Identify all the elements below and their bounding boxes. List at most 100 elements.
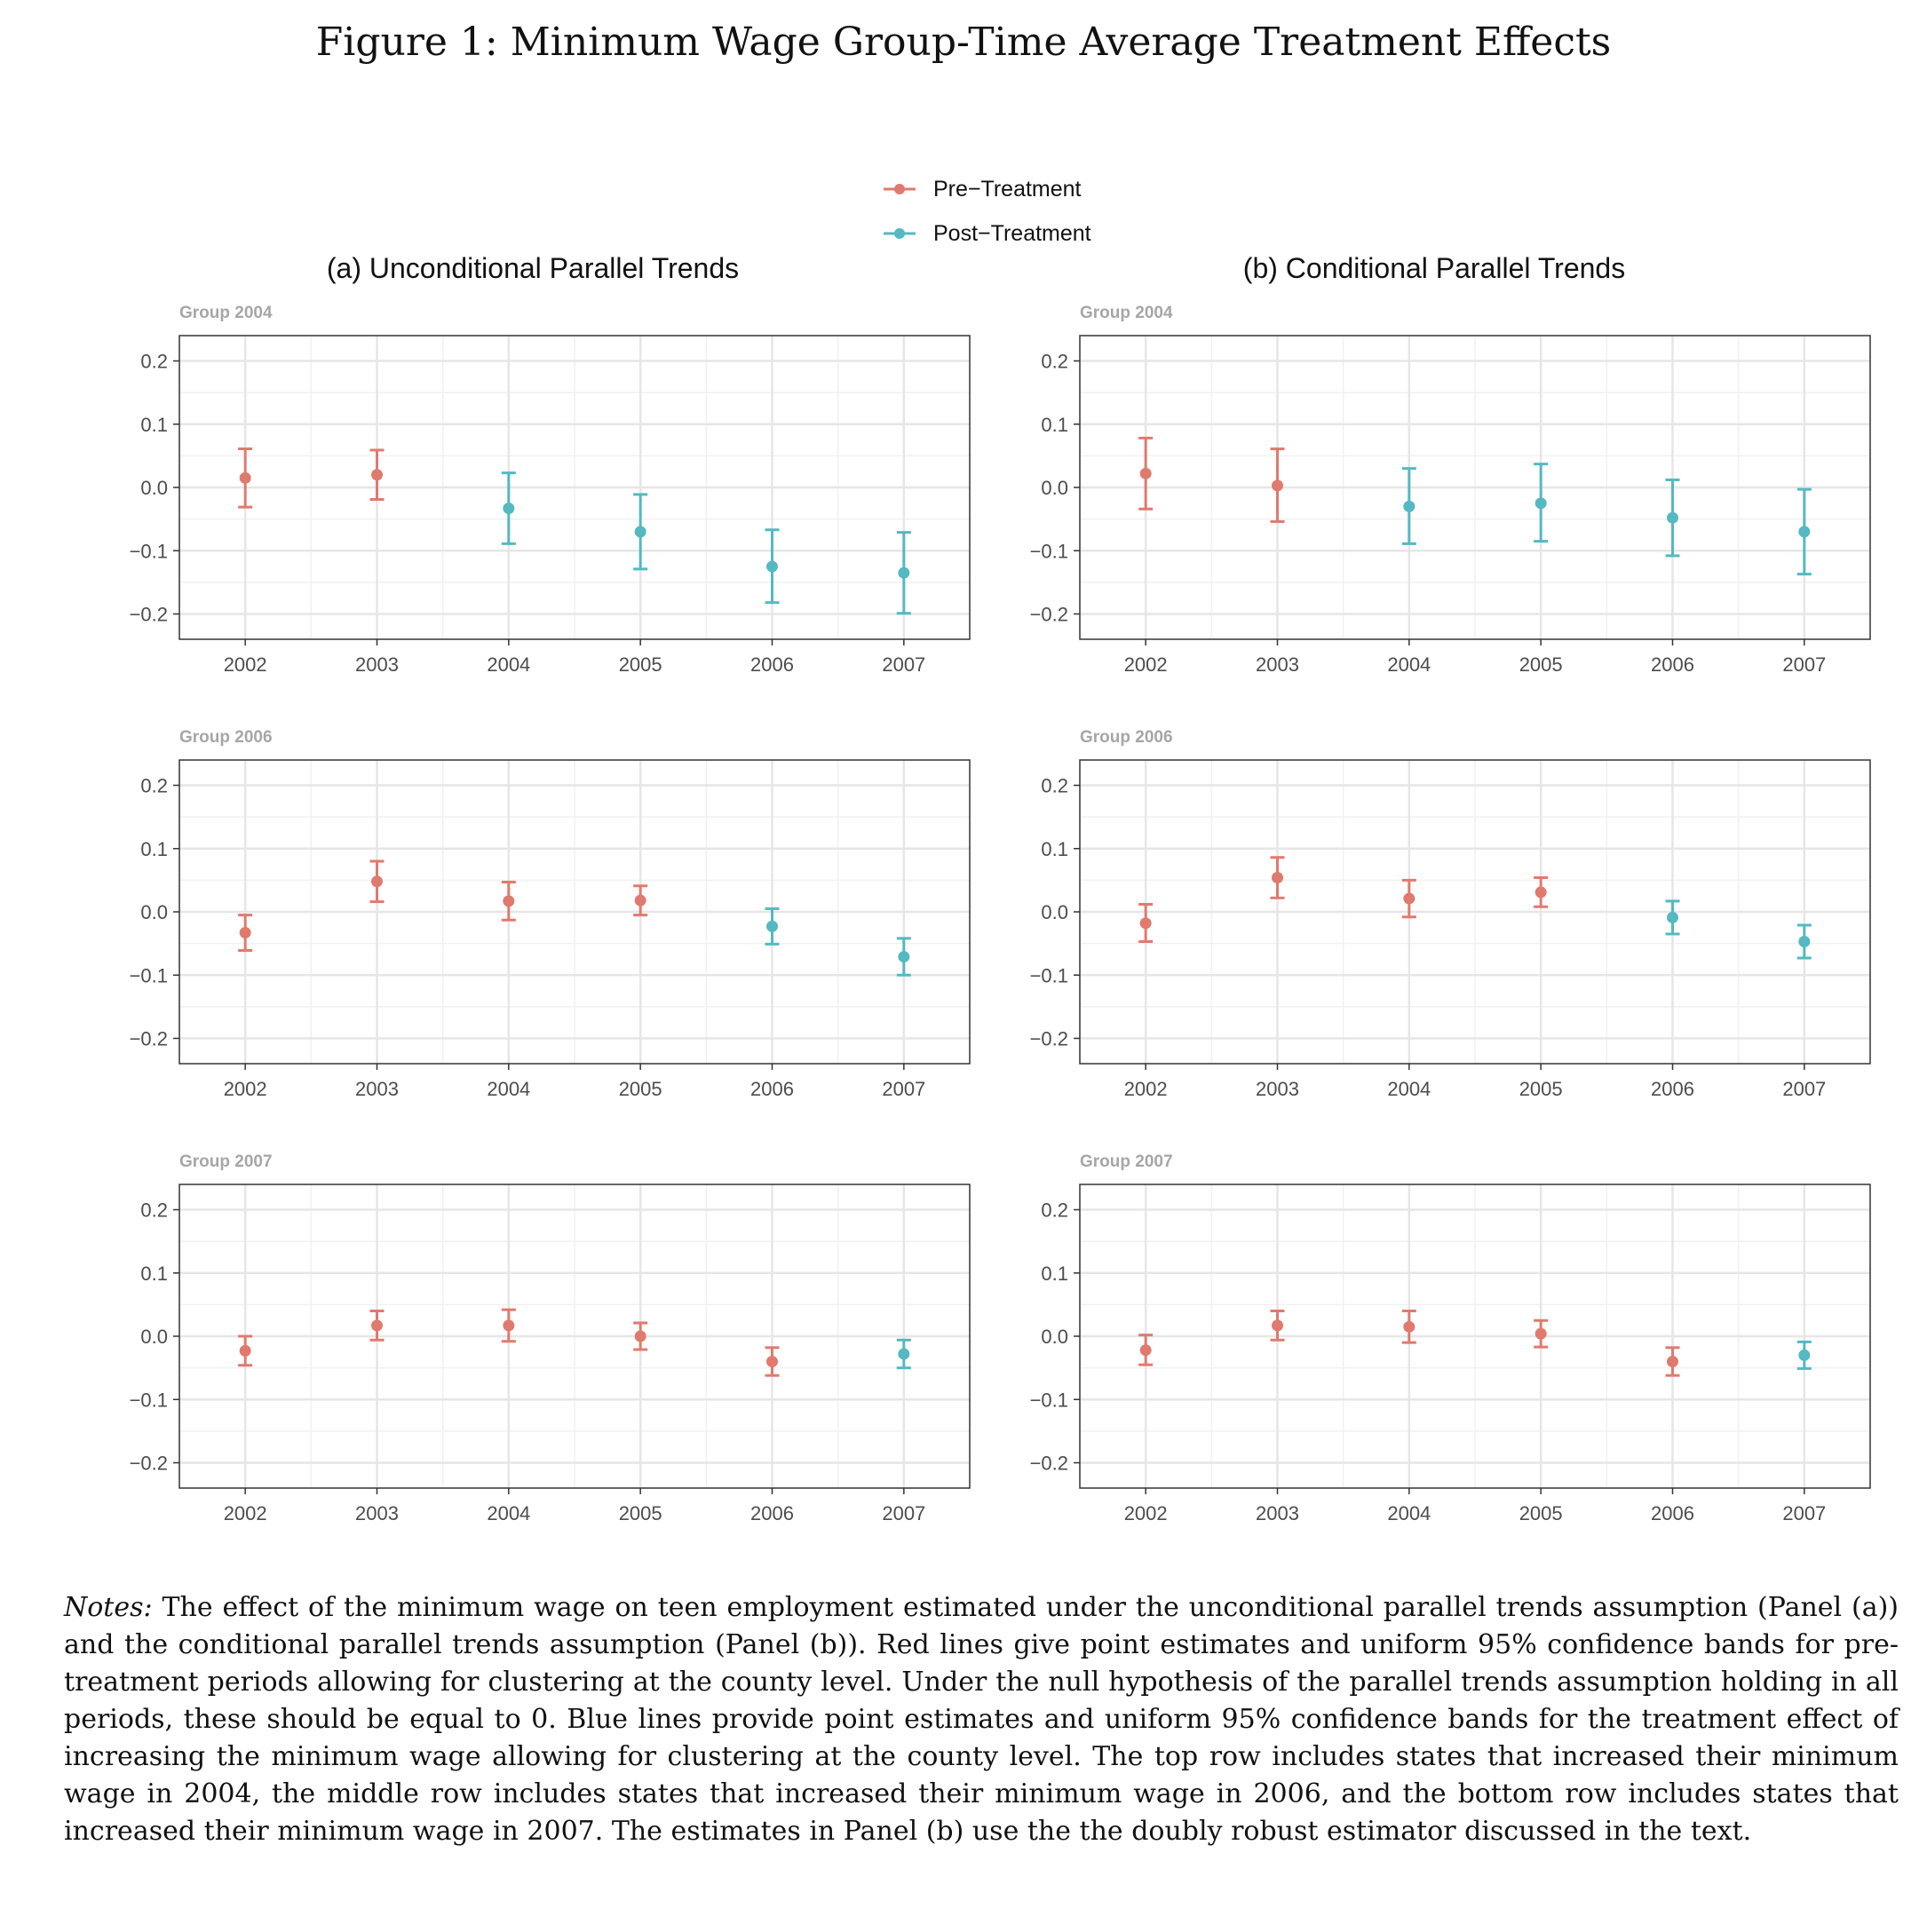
x-tick-label: 2005 [619,1078,662,1100]
y-tick-label: 0.0 [140,1326,168,1348]
x-tick-label: 2006 [750,1078,794,1100]
x-tick-label: 2004 [1387,1078,1431,1100]
y-tick-label: 0.0 [1041,477,1068,499]
point-estimate-2006 [1667,511,1678,524]
x-tick-label: 2005 [1519,653,1563,676]
point-estimate-2003 [371,875,383,888]
y-tick-label: −0.2 [130,1028,168,1050]
legend-item-pre: Pre−Treatment [884,167,1091,211]
x-tick-label: 2004 [1387,653,1431,676]
point-estimate-2005 [1534,886,1547,899]
facet-strip-label: Group 2007 [179,1152,273,1171]
y-tick-label: −0.2 [1030,1028,1068,1050]
facet-1: Group 2004 0.2 0.1 0.0 −0.1 −0.2 2002 2003 2004 2… [130,304,971,676]
x-tick-label: 2006 [750,653,794,676]
facet-2: Group 2004 0.2 0.1 0.0 −0.1 −0.2 2002 2003 2004 2… [1030,304,1871,676]
facet-strip-label: Group 2006 [1080,728,1173,747]
x-tick-label: 2002 [1124,1078,1168,1100]
point-estimate-2007 [898,566,910,579]
x-tick-label: 2006 [1651,653,1694,676]
x-tick-label: 2002 [224,1078,267,1100]
y-tick-label: 0.0 [140,477,168,499]
x-tick-label: 2006 [750,1502,794,1524]
y-tick-label: −0.1 [1030,1389,1068,1411]
notes-text: The effect of the minimum wage on teen e… [64,1592,1899,1847]
panel-title-a: (a) Unconditional Parallel Trends [326,252,740,284]
point-estimate-2002 [1139,467,1152,479]
x-tick-label: 2003 [1256,1078,1299,1100]
y-tick-label: 0.1 [1041,838,1068,860]
x-tick-label: 2002 [1124,1502,1168,1524]
point-estimate-2005 [634,1330,646,1342]
facet-6: Group 2007 0.2 0.1 0.0 −0.1 −0.2 2002 2003 2004 2… [1030,1152,1871,1524]
panel-border [1079,1184,1871,1489]
x-tick-label: 2004 [487,1502,530,1524]
x-tick-label: 2007 [1782,653,1826,676]
figure-title: Figure 1: Minimum Wage Group-Time Averag… [315,20,1612,65]
legend-item-post: Post−Treatment [884,211,1091,256]
facet-4: Group 2006 0.2 0.1 0.0 −0.1 −0.2 2002 2003 2004 2… [1030,728,1871,1100]
point-estimate-2007 [898,1348,910,1360]
point-estimate-2003 [1272,1319,1283,1332]
y-tick-label: −0.2 [130,1453,168,1475]
x-tick-label: 2002 [224,1502,267,1524]
facet-plots: Group 2004 0.2 0.1 0.0 −0.1 −0.2 2002 2003 2004 2… [130,304,1871,1524]
point-estimate-2003 [371,1319,383,1332]
x-tick-label: 2003 [355,1502,399,1524]
point-estimate-2006 [766,1356,778,1367]
point-estimate-2005 [1534,497,1547,510]
y-tick-label: −0.1 [1030,540,1068,562]
x-tick-label: 2003 [355,653,399,676]
x-tick-label: 2007 [882,653,925,676]
point-estimate-2004 [503,895,515,907]
point-estimate-2004 [1403,1320,1416,1333]
x-tick-label: 2005 [619,1502,662,1524]
y-tick-label: −0.1 [130,540,168,562]
x-tick-label: 2002 [1124,653,1168,676]
y-tick-label: 0.0 [140,901,168,923]
facet-strip-label: Group 2004 [179,304,273,322]
y-tick-label: 0.2 [1041,775,1068,797]
point-estimate-2007 [1798,526,1811,538]
point-estimate-2004 [1403,500,1416,512]
y-tick-label: 0.2 [140,351,168,373]
panel-border [1079,335,1871,640]
x-tick-label: 2005 [619,653,662,676]
y-tick-label: −0.1 [130,1389,168,1411]
x-tick-label: 2007 [882,1078,925,1100]
post-treatment-key-icon [884,228,916,239]
x-tick-label: 2003 [1256,653,1299,676]
panel-border [1079,759,1871,1065]
x-tick-label: 2003 [1256,1502,1299,1524]
point-estimate-2005 [634,894,646,907]
x-tick-label: 2004 [1387,1502,1431,1524]
x-tick-label: 2007 [882,1502,925,1524]
y-tick-label: 0.2 [1041,351,1068,373]
y-tick-label: −0.2 [1030,1453,1068,1475]
point-estimate-2002 [239,1344,251,1357]
facet-3: Group 2006 0.2 0.1 0.0 −0.1 −0.2 2002 2003 2004 2… [130,728,971,1100]
point-estimate-2006 [1667,1356,1678,1367]
y-tick-label: 0.1 [1041,1263,1068,1285]
facet-strip-label: Group 2007 [1080,1152,1173,1171]
notes-label: Notes: [64,1592,153,1623]
x-tick-label: 2003 [355,1078,399,1100]
y-tick-label: 0.2 [1041,1200,1068,1222]
y-tick-label: −0.1 [130,964,168,986]
y-tick-label: 0.1 [140,414,168,436]
y-tick-label: −0.1 [1030,964,1068,986]
y-tick-label: 0.2 [140,1200,168,1222]
x-tick-label: 2007 [1782,1078,1826,1100]
point-estimate-2006 [766,920,778,932]
point-estimate-2006 [1667,911,1678,923]
y-tick-label: 0.0 [1041,1326,1068,1348]
legend: Pre−Treatment Post−Treatment [884,167,1091,256]
point-estimate-2005 [634,526,646,538]
panel-border [178,1184,971,1489]
point-estimate-2007 [898,951,910,963]
point-estimate-2002 [239,927,251,939]
x-tick-label: 2005 [1519,1502,1563,1524]
x-tick-label: 2004 [487,653,530,676]
point-estimate-2004 [503,503,515,515]
facet-5: Group 2007 0.2 0.1 0.0 −0.1 −0.2 2002 2003 2004 2… [130,1152,971,1524]
